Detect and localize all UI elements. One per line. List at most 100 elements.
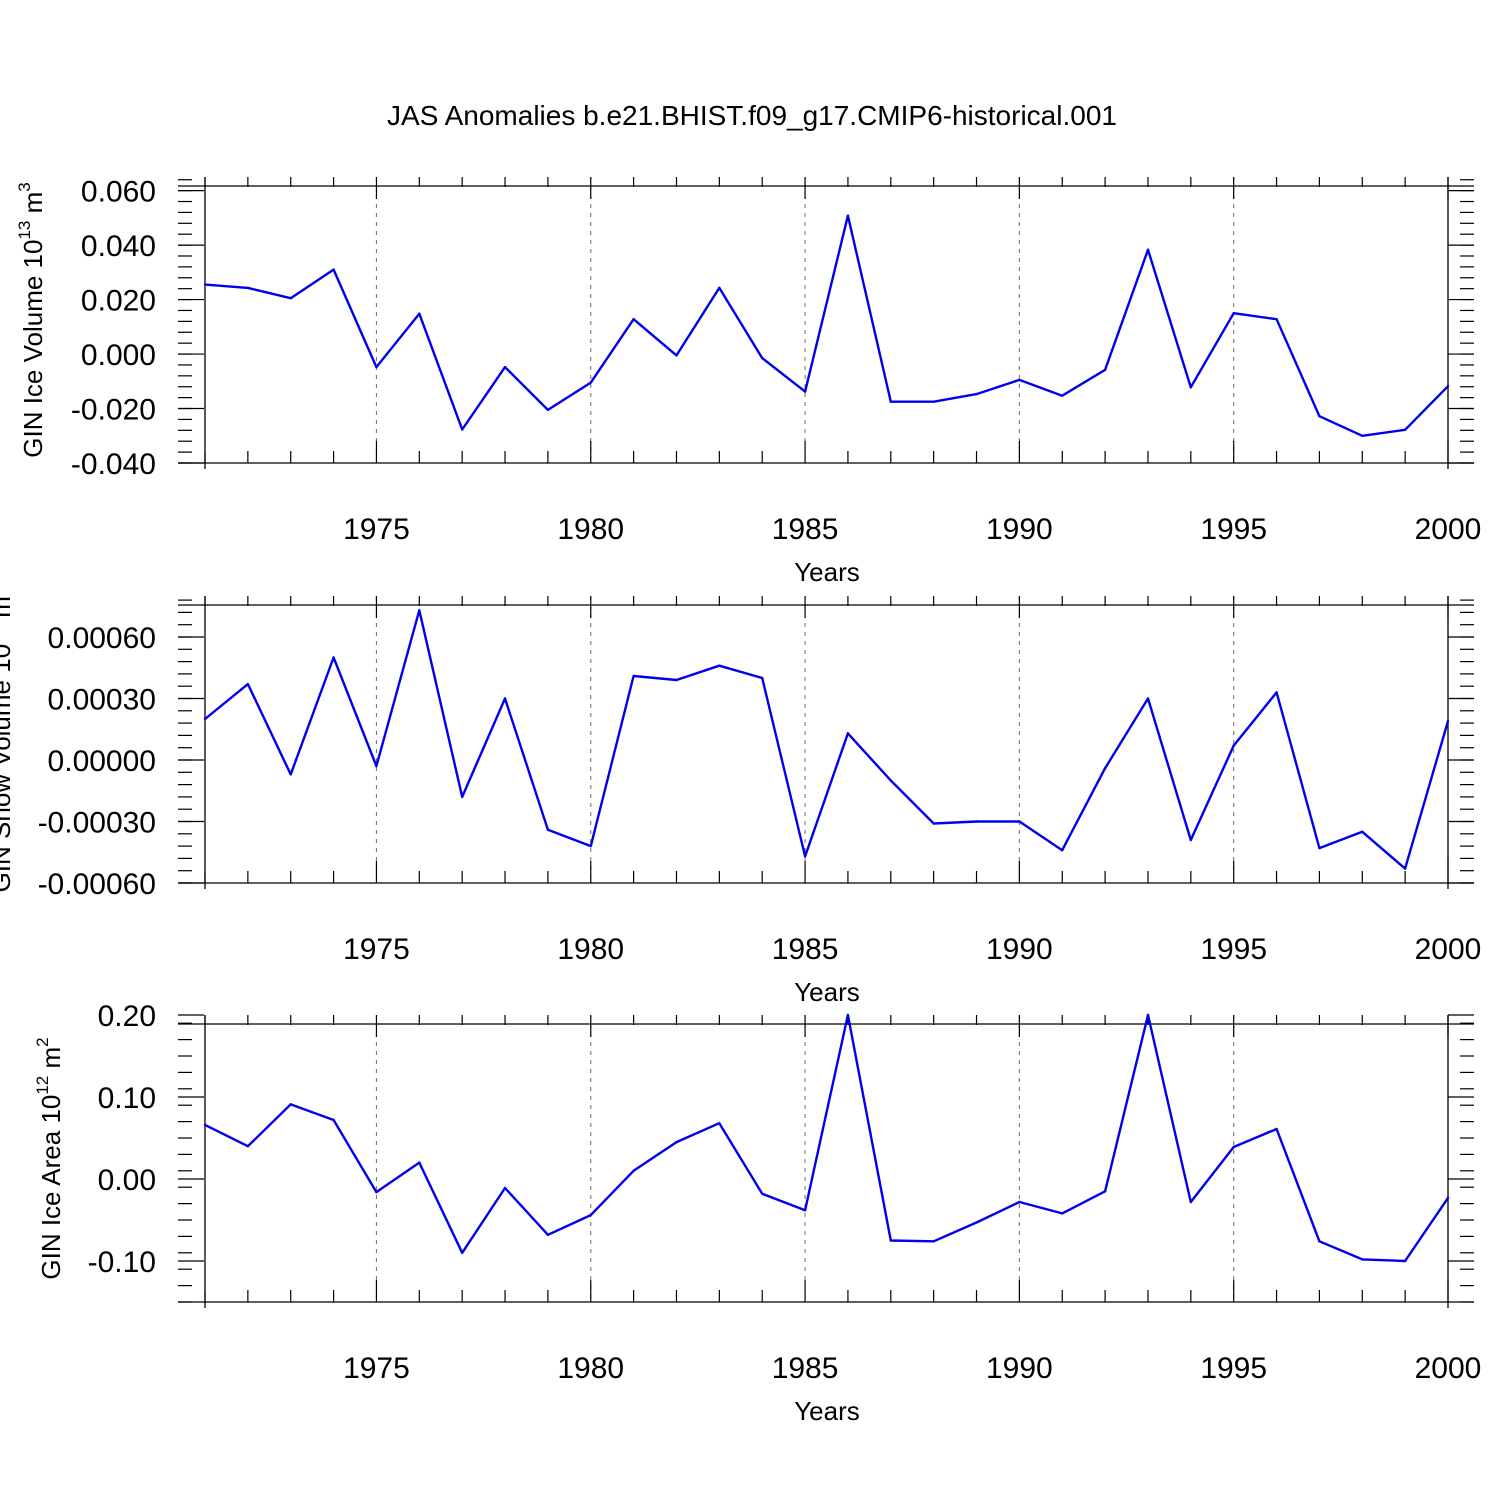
- data-point: [1318, 846, 1321, 850]
- data-point: [1189, 1200, 1193, 1204]
- data-point: [932, 822, 935, 825]
- data-point: [1189, 386, 1193, 389]
- data-point: [1232, 744, 1235, 747]
- data-point: [975, 392, 978, 396]
- x-axis-label: Years: [794, 557, 860, 587]
- y-label-unit-exponent: 2: [33, 1037, 52, 1046]
- data-point: [932, 1240, 935, 1243]
- data-point: [1403, 867, 1407, 870]
- data-point: [546, 1233, 550, 1236]
- data-point: [375, 1190, 378, 1194]
- figure-title: JAS Anomalies b.e21.BHIST.f09_g17.CMIP6-…: [387, 100, 1117, 131]
- data-point: [1275, 1127, 1278, 1131]
- data-point: [289, 773, 292, 776]
- panel-2: -0.00060 -0.00030 0.00000 0.00030 0.00060 197…: [0, 587, 1481, 1007]
- data-point: [1146, 697, 1150, 700]
- data-point: [589, 381, 592, 384]
- data-point: [1018, 820, 1021, 823]
- data-point: [975, 1221, 978, 1224]
- data-point: [761, 676, 764, 680]
- y-label-unit-exponent: 3: [0, 587, 2, 596]
- x-axis-label: Years: [794, 1396, 860, 1426]
- x-tick-label: 1985: [772, 513, 839, 546]
- data-point: [332, 656, 335, 659]
- data-point: [1146, 248, 1150, 251]
- data-point: [1018, 378, 1021, 382]
- x-tick-label: 1980: [557, 513, 624, 546]
- data-point: [246, 286, 250, 290]
- data-point: [632, 1169, 635, 1173]
- data-point: [460, 428, 464, 431]
- data-point: [632, 317, 635, 321]
- data-point: [1061, 1212, 1064, 1215]
- y-label-text: GIN Ice Area 10: [36, 1095, 66, 1280]
- data-point: [1318, 1240, 1321, 1243]
- y-tick-label: -0.10: [88, 1246, 156, 1279]
- y-axis-label: GIN Ice Area 1012 m2: [33, 1037, 66, 1279]
- data-point: [1275, 317, 1278, 321]
- data-point: [1403, 428, 1407, 431]
- data-point: [246, 1145, 250, 1148]
- data-point: [1275, 691, 1278, 694]
- data-point: [289, 297, 292, 300]
- y-axis-label: GIN Snow Volume 1013 m3: [0, 587, 16, 893]
- x-tick-label: 2000: [1415, 513, 1482, 546]
- data-point: [632, 674, 635, 678]
- y-tick-label: -0.00060: [38, 868, 156, 901]
- data-point: [675, 354, 678, 357]
- data-point: [203, 717, 207, 721]
- y-tick-label: -0.020: [71, 394, 156, 427]
- data-point: [1232, 1145, 1235, 1149]
- y-tick-label: -0.00030: [38, 807, 156, 840]
- data-point: [332, 1118, 335, 1122]
- y-tick-label: 0.20: [98, 1000, 156, 1033]
- data-point: [1361, 1258, 1364, 1261]
- data-point: [803, 1208, 807, 1212]
- data-point: [761, 356, 764, 360]
- data-point: [803, 390, 807, 393]
- x-axis-label: Years: [794, 977, 860, 1007]
- y-label-exponent: 12: [33, 1076, 52, 1095]
- y-tick-label: 0.00060: [48, 622, 156, 655]
- data-point: [203, 283, 207, 286]
- data-point: [1018, 1200, 1021, 1204]
- data-point: [1189, 838, 1193, 842]
- data-point: [203, 1123, 207, 1127]
- data-point: [1403, 1259, 1407, 1263]
- data-point: [889, 779, 892, 782]
- data-point: [889, 400, 892, 403]
- x-tick-label: 1990: [986, 933, 1053, 966]
- series-line: [204, 1013, 1449, 1263]
- data-point: [418, 1161, 421, 1164]
- x-tick-label: 1990: [986, 513, 1053, 546]
- data-point: [332, 268, 335, 271]
- y-tick-label: 0.00000: [48, 745, 156, 778]
- data-point: [889, 1239, 892, 1242]
- data-point: [503, 697, 507, 700]
- data-point: [1061, 394, 1064, 397]
- data-point: [846, 214, 850, 217]
- x-tick-label: 1985: [772, 933, 839, 966]
- y-tick-label: 0.020: [81, 285, 156, 318]
- y-label-text: GIN Snow Volume 10: [0, 644, 16, 893]
- y-tick-label: 0.060: [81, 176, 156, 209]
- data-point: [1103, 767, 1107, 770]
- x-tick-label: 1995: [1200, 933, 1267, 966]
- y-label-text: GIN Ice Volume 10: [18, 240, 48, 458]
- y-tick-label: 0.00030: [48, 684, 156, 717]
- data-point: [675, 678, 678, 682]
- data-point: [718, 286, 721, 290]
- data-point: [975, 820, 978, 823]
- y-label-exponent: 13: [0, 625, 2, 644]
- data-point: [375, 365, 378, 369]
- data-point: [589, 1213, 592, 1217]
- series-line: [204, 609, 1450, 870]
- data-point: [1446, 1196, 1450, 1200]
- data-point: [1232, 311, 1235, 315]
- data-point: [761, 1192, 764, 1195]
- data-point: [246, 682, 250, 686]
- data-point: [846, 732, 850, 735]
- data-point: [418, 609, 421, 612]
- y-tick-label: -0.040: [71, 448, 156, 481]
- x-tick-label: 2000: [1415, 933, 1482, 966]
